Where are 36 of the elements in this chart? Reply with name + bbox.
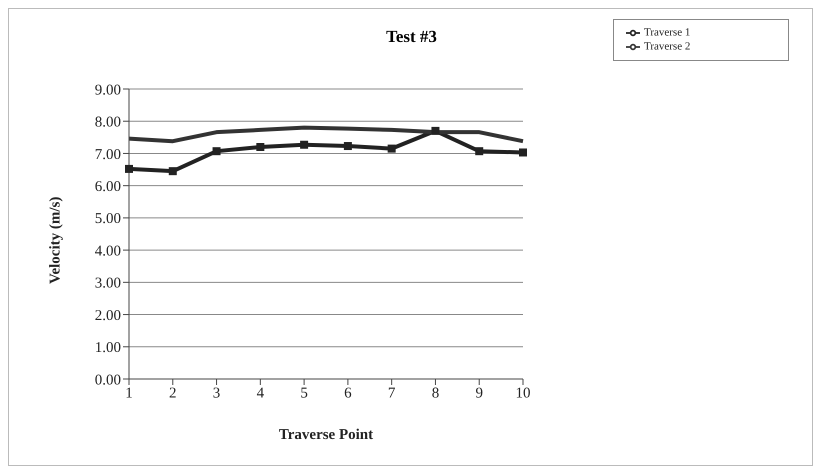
- legend-label: Traverse 1: [644, 26, 690, 39]
- legend-label: Traverse 2: [644, 40, 690, 53]
- y-tick-label: 4.00: [94, 243, 121, 260]
- chart-title: Test #3: [386, 27, 437, 46]
- x-tick-label: 8: [432, 386, 440, 402]
- point: [300, 140, 308, 149]
- point: [256, 143, 264, 151]
- y-tick-label: 8.00: [94, 114, 121, 131]
- x-tick-label: 9: [475, 386, 483, 402]
- x-tick-label: 2: [169, 386, 177, 402]
- point: [212, 147, 221, 156]
- x-tick-label: 7: [388, 386, 396, 402]
- y-tick-label: 5.00: [94, 211, 121, 228]
- y-tick-label: 6.00: [94, 178, 121, 195]
- y-tick-label: 9.00: [94, 82, 121, 98]
- x-tick-label: 3: [212, 386, 220, 402]
- x-tick-label: 6: [344, 386, 352, 402]
- point: [168, 167, 177, 176]
- point: [388, 144, 396, 153]
- point: [125, 164, 133, 173]
- y-tick-label: 0.00: [94, 372, 121, 388]
- y-axis-title: Velocity (m/s): [47, 196, 64, 284]
- x-tick-label: 4: [256, 386, 265, 402]
- point: [519, 148, 527, 156]
- x-axis-title: Traverse Point: [278, 427, 374, 443]
- y-tick-label: 1.00: [94, 340, 121, 356]
- line-series: [127, 126, 525, 144]
- point: [344, 142, 352, 150]
- x-tick-label: 5: [300, 386, 308, 402]
- y-tick-label: 3.00: [94, 276, 121, 292]
- x-tick-label: 1: [125, 386, 133, 402]
- x-tick-label: 10: [516, 386, 530, 402]
- y-tick-label: 2.00: [94, 308, 121, 324]
- point: [475, 147, 484, 156]
- y-tick-label: 7.00: [94, 146, 121, 163]
- point: [431, 126, 440, 135]
